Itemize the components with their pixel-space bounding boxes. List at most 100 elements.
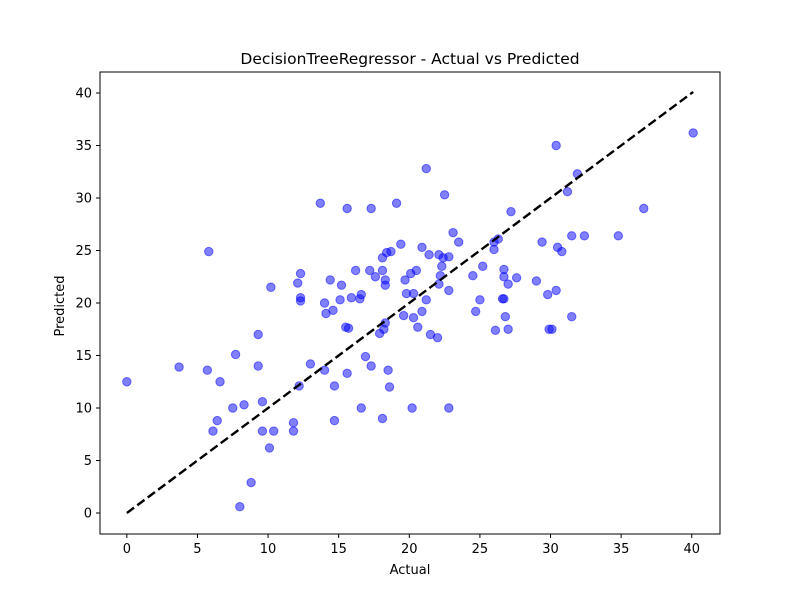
data-point: [421, 295, 431, 305]
data-point: [400, 275, 410, 285]
data-point: [329, 381, 340, 391]
data-point: [567, 231, 577, 241]
data-point: [370, 272, 381, 282]
data-point: [391, 198, 402, 208]
data-point: [208, 426, 218, 436]
data-point: [398, 310, 409, 321]
data-point: [432, 332, 443, 343]
data-point: [360, 351, 371, 362]
x-tick-label: 15: [330, 542, 347, 557]
data-point: [543, 289, 553, 300]
data-point: [424, 250, 434, 260]
y-ticks: 0 5 10 15 20 25 30 35 40: [75, 87, 100, 522]
data-point: [266, 282, 276, 292]
data-point: [475, 295, 485, 305]
data-point: [315, 198, 326, 208]
data-point: [257, 397, 268, 407]
data-point: [366, 361, 376, 371]
data-point: [408, 288, 419, 299]
data-point: [212, 415, 222, 426]
data-point: [228, 403, 238, 413]
data-point: [325, 275, 335, 285]
data-point: [468, 271, 478, 281]
data-point: [470, 306, 481, 317]
data-point: [411, 265, 422, 276]
data-point: [567, 311, 577, 322]
x-tick-label: 35: [613, 542, 630, 557]
data-point: [246, 477, 256, 488]
y-tick-label: 15: [75, 349, 92, 364]
data-point: [384, 382, 395, 392]
x-tick-label: 40: [683, 542, 700, 557]
y-tick-label: 35: [75, 139, 92, 154]
data-point: [305, 359, 316, 369]
data-point: [448, 227, 458, 238]
data-point: [335, 295, 345, 305]
data-point: [551, 140, 561, 151]
data-point: [343, 323, 354, 333]
reference-line: [126, 90, 694, 514]
data-point: [295, 268, 306, 279]
x-tick-label: 10: [260, 542, 277, 557]
data-point: [253, 361, 263, 371]
x-tick-label: 30: [542, 542, 559, 557]
data-point: [490, 325, 501, 335]
data-point: [437, 261, 447, 271]
data-point: [613, 231, 624, 241]
data-point: [122, 377, 132, 387]
data-point: [383, 365, 393, 375]
data-point: [499, 264, 509, 275]
data-point: [346, 293, 357, 303]
data-point: [342, 203, 352, 214]
data-point: [293, 278, 303, 288]
data-point: [230, 349, 241, 360]
data-point: [503, 279, 513, 289]
data-point: [264, 443, 275, 453]
data-point: [408, 313, 419, 323]
y-tick-label: 10: [75, 402, 92, 417]
data-point: [639, 203, 649, 214]
reference-line-layer: [126, 90, 694, 514]
data-point: [396, 239, 406, 249]
data-point: [253, 329, 263, 340]
data-point: [380, 280, 390, 290]
data-point: [356, 289, 366, 300]
data-point: [506, 206, 516, 217]
data-point: [547, 324, 557, 334]
y-tick-label: 30: [75, 192, 92, 207]
data-point: [444, 285, 454, 296]
data-point: [439, 190, 450, 200]
x-tick-label: 0: [123, 542, 131, 557]
data-point: [342, 368, 352, 379]
data-point: [329, 415, 340, 426]
data-point: [319, 365, 330, 375]
x-tick-label: 25: [472, 542, 489, 557]
data-point: [239, 400, 249, 410]
x-tick-label: 5: [193, 542, 201, 557]
y-tick-label: 5: [84, 454, 92, 469]
data-point: [328, 305, 338, 316]
data-point: [365, 265, 375, 276]
data-point: [579, 231, 590, 241]
y-tick-label: 40: [75, 87, 92, 102]
data-point: [377, 413, 388, 424]
data-point: [562, 187, 573, 197]
data-point: [288, 418, 299, 428]
data-point: [366, 203, 376, 214]
data-point: [386, 246, 396, 257]
data-point: [503, 324, 513, 334]
y-tick-label: 0: [84, 507, 92, 522]
x-tick-label: 20: [401, 542, 418, 557]
data-point: [215, 377, 225, 387]
data-point: [413, 322, 423, 332]
data-point: [319, 298, 330, 308]
data-point: [202, 365, 213, 375]
data-point: [417, 306, 427, 317]
data-point: [336, 280, 347, 290]
chart-title: DecisionTreeRegressor - Actual vs Predic…: [240, 50, 579, 68]
data-point: [350, 265, 361, 276]
data-point: [295, 296, 306, 306]
y-tick-label: 25: [75, 244, 92, 259]
